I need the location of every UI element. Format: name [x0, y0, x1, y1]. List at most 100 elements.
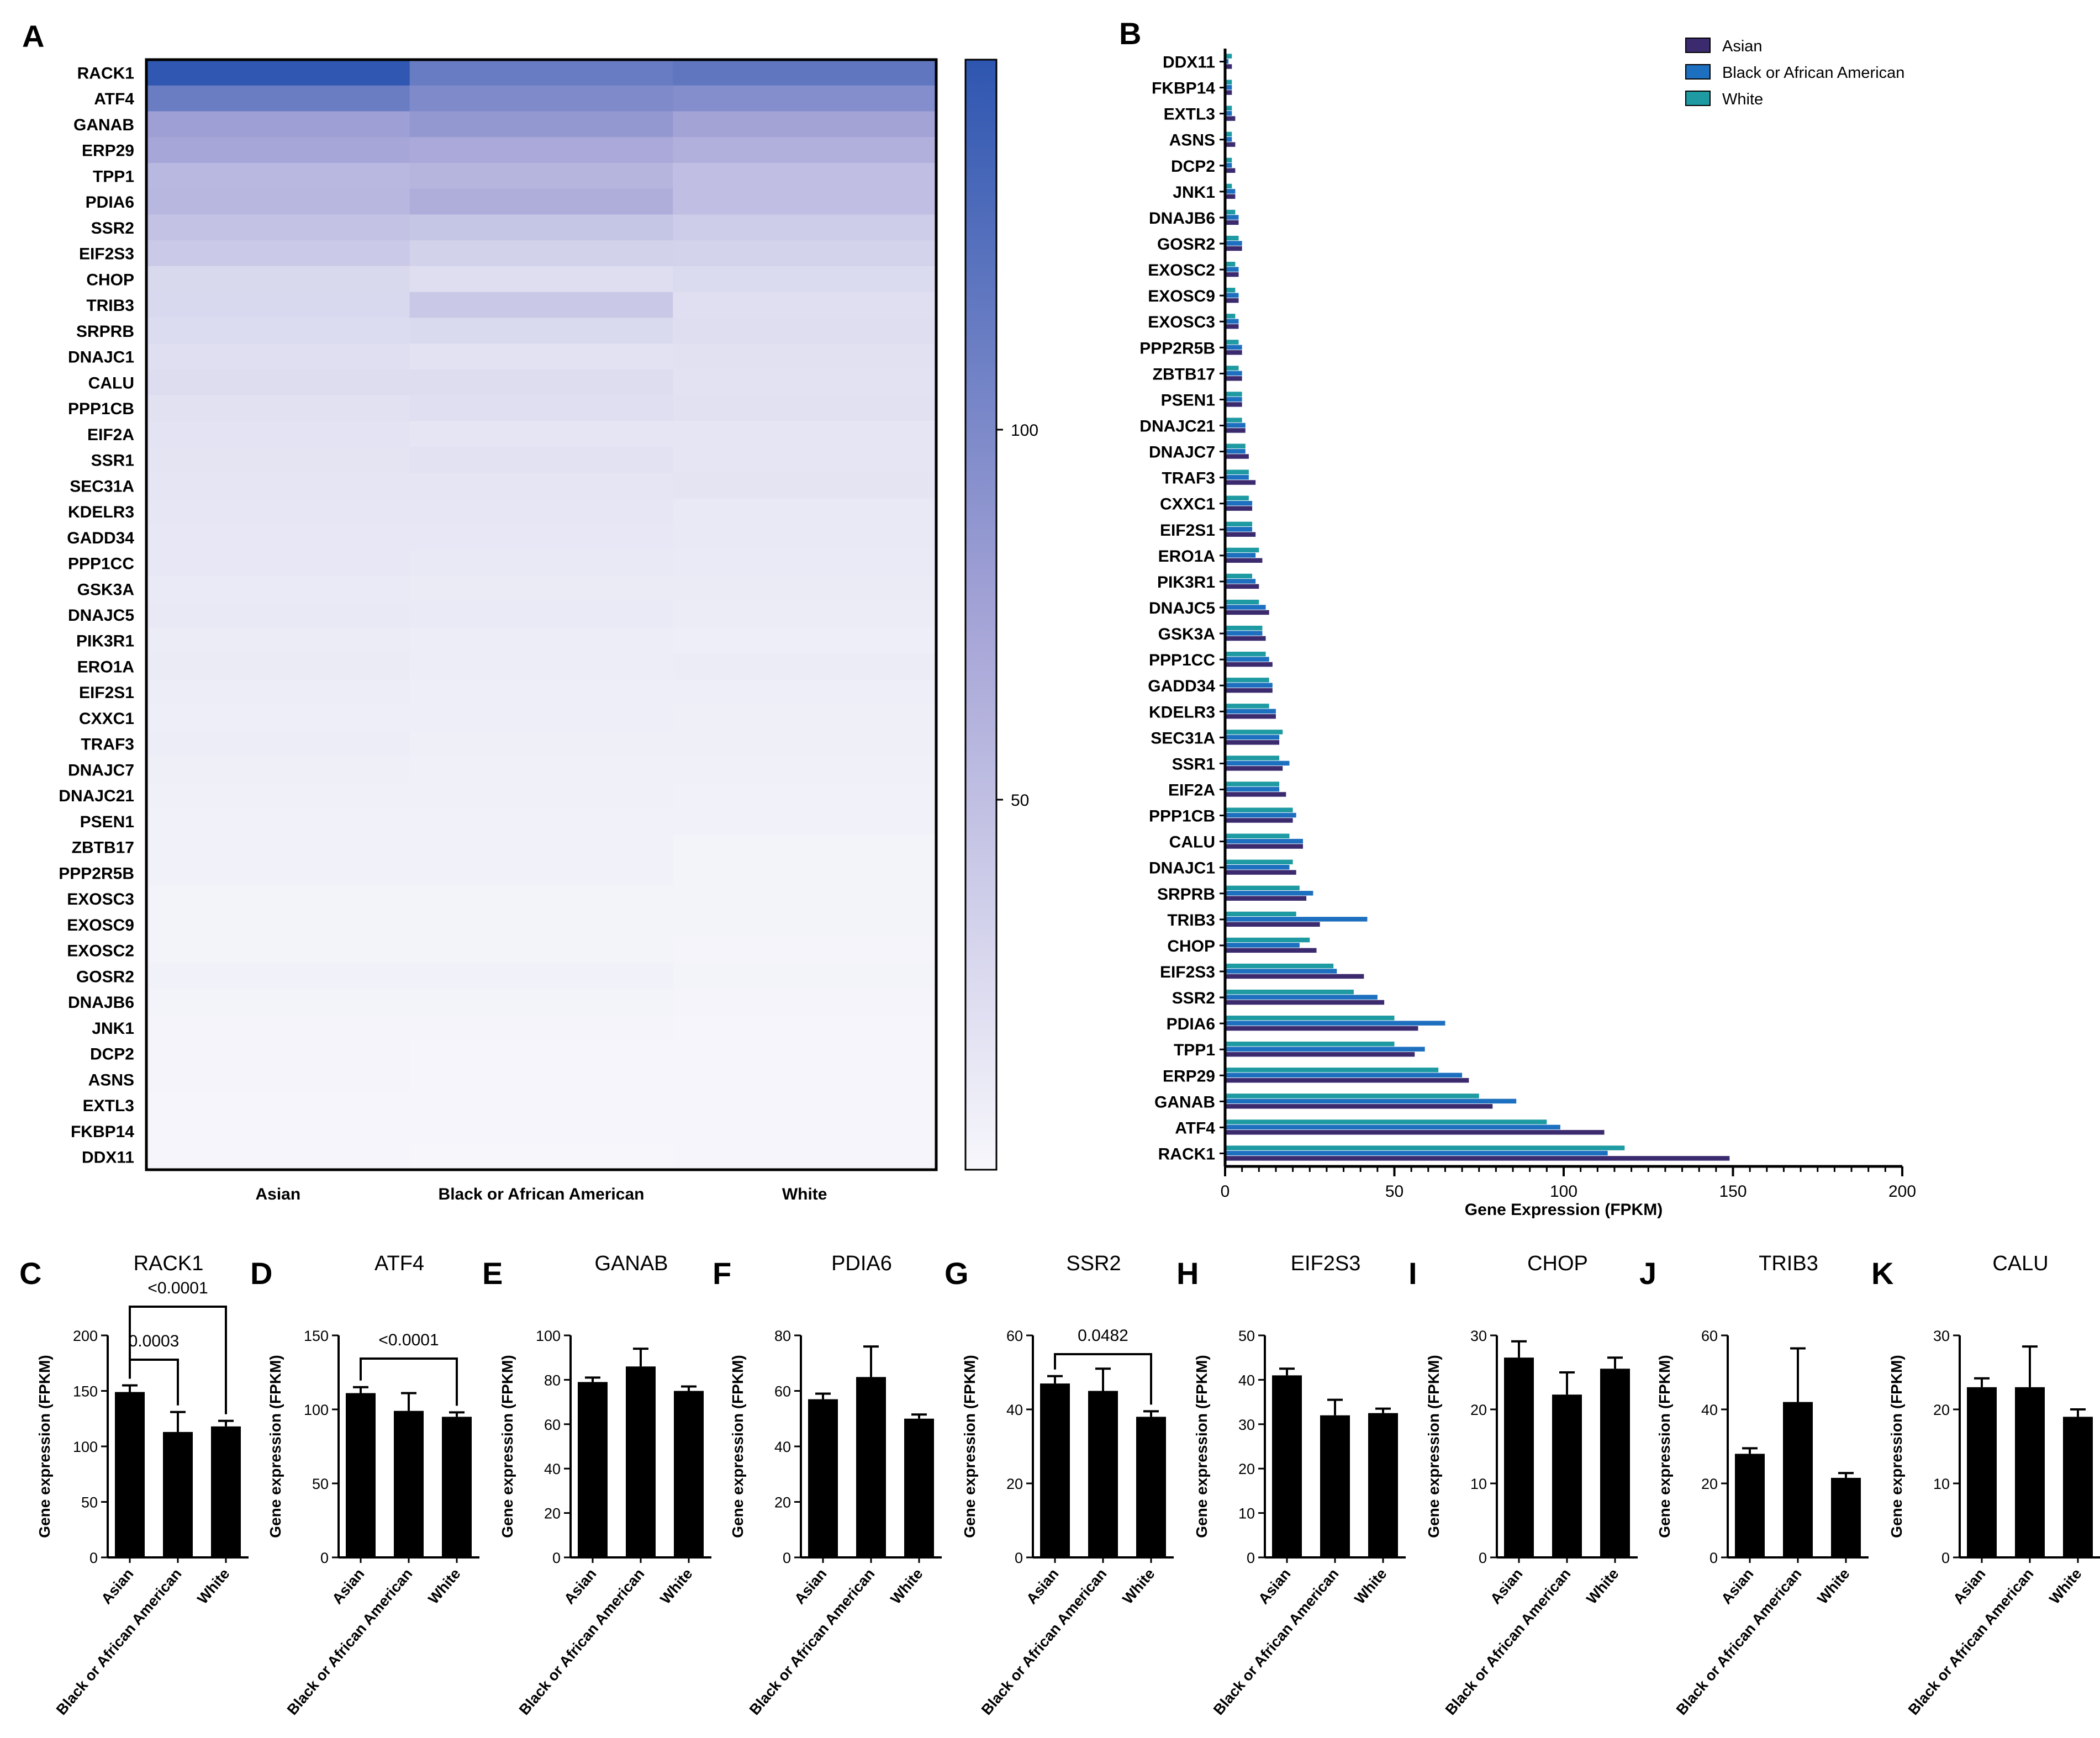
heatmap-cell — [146, 162, 410, 189]
p-value-label: 0.0003 — [129, 1332, 180, 1350]
bar-asian — [1225, 974, 1364, 979]
bar-white — [1225, 366, 1239, 371]
heatmap-row-label: PPP1CB — [68, 400, 134, 418]
bar-category-label: EXOSC3 — [1148, 313, 1215, 331]
bar-white — [1225, 547, 1259, 553]
bar-asian — [1225, 922, 1320, 927]
bar — [626, 1366, 656, 1557]
bar — [856, 1377, 886, 1557]
heatmap-cell — [673, 860, 937, 886]
bar-black — [1225, 760, 1290, 766]
y-axis-title: Gene expression (FPKM) — [267, 1355, 284, 1538]
heatmap-cell — [146, 1015, 410, 1041]
heatmap-cell — [673, 1092, 937, 1119]
heatmap-row-label: ERO1A — [77, 658, 134, 676]
bar-asian — [1225, 168, 1236, 173]
bar-category-label: DNAJC7 — [1149, 443, 1215, 462]
bar-category-label: EXTL3 — [1164, 105, 1215, 124]
x-tick-label: White — [425, 1566, 463, 1608]
bar-white — [1225, 833, 1290, 838]
panel-title: SSR2 — [1066, 1252, 1121, 1275]
heatmap-cell — [673, 318, 937, 344]
heatmap-cell — [146, 85, 410, 112]
heatmap-row-label: EXOSC9 — [67, 916, 134, 934]
bar-asian — [1225, 818, 1293, 823]
bar-black — [1225, 864, 1290, 870]
heatmap-row-label: TPP1 — [93, 167, 134, 186]
heatmap-cell — [409, 1144, 673, 1170]
panel-title: EIF2S3 — [1291, 1252, 1361, 1275]
heatmap-row-label: DNAJB6 — [68, 994, 134, 1012]
y-tick-label: 50 — [312, 1476, 329, 1492]
y-tick-label: 60 — [1006, 1328, 1023, 1344]
x-tick-label: White — [1351, 1566, 1390, 1608]
heatmap-row-label: DNAJC5 — [68, 606, 134, 625]
bar-black — [1225, 1047, 1425, 1052]
heatmap-row-label: PSEN1 — [80, 813, 134, 831]
heatmap-cell — [146, 885, 410, 912]
heatmap-cell — [146, 731, 410, 757]
heatmap-cell — [146, 447, 410, 473]
heatmap-cell — [673, 60, 937, 86]
x-tick-label: Asian — [1950, 1566, 1988, 1608]
bar-asian — [1225, 1104, 1493, 1109]
bar — [904, 1418, 934, 1557]
heatmap-cell — [673, 782, 937, 809]
y-tick-label: 20 — [1238, 1461, 1255, 1477]
bar-asian — [1225, 272, 1239, 277]
bar-category-label: DNAJC5 — [1149, 599, 1215, 617]
bar — [1136, 1417, 1166, 1557]
bar-white — [1225, 54, 1232, 59]
bar-white — [1225, 183, 1232, 189]
panel-f-bar-chart: F PDIA6 0 20 40 60 80 Gene expression (FPKM) Asi… — [713, 1252, 942, 1718]
x-tick-label: White — [2046, 1566, 2085, 1608]
bar-black — [1225, 969, 1337, 974]
bar-white — [1225, 443, 1246, 448]
heatmap-cell — [146, 318, 410, 344]
heatmap-cell — [146, 266, 410, 293]
significance-bracket — [1054, 1353, 1152, 1405]
bar-white — [1225, 235, 1239, 241]
bar-category-label: FKBP14 — [1152, 80, 1215, 98]
bar-black — [1225, 59, 1229, 64]
y-tick-label: 30 — [1238, 1417, 1255, 1433]
legend-label: Asian — [1722, 38, 1763, 55]
heatmap-cell — [409, 524, 673, 551]
heatmap-cell — [409, 111, 673, 138]
colorbar — [964, 59, 998, 1171]
heatmap-cell — [146, 963, 410, 990]
heatmap-cell — [673, 162, 937, 189]
heatmap-cell — [409, 937, 673, 964]
bar-asian — [1225, 350, 1242, 355]
bar-asian — [1225, 948, 1317, 953]
bar-category-label: PPP2R5B — [1139, 339, 1215, 357]
bar-category-label: EXOSC9 — [1148, 287, 1215, 305]
y-tick-label: 80 — [774, 1328, 791, 1344]
heatmap-row-label: PPP1CC — [68, 555, 134, 573]
y-tick-label: 0 — [783, 1550, 791, 1566]
y-tick-label: 40 — [1701, 1402, 1718, 1418]
y-axis-title: Gene expression (FPKM) — [729, 1355, 746, 1538]
y-tick-label: 100 — [536, 1328, 561, 1344]
heatmap-row-label: SSR2 — [91, 219, 134, 237]
bar — [1040, 1383, 1070, 1557]
heatmap-cell — [146, 705, 410, 731]
heatmap-cell — [409, 266, 673, 293]
y-axis-title: Gene expression (FPKM) — [961, 1355, 978, 1538]
heatmap-cell — [409, 447, 673, 473]
bar-category-label: CXXC1 — [1160, 495, 1215, 514]
p-value-label: <0.0001 — [147, 1279, 208, 1297]
heatmap-cell — [409, 137, 673, 163]
bar-category-label: EIF2S1 — [1160, 521, 1215, 540]
bar-white — [1225, 392, 1242, 397]
bar-white — [1225, 1068, 1439, 1073]
panel-label-d: D — [250, 1256, 272, 1291]
heatmap-cell — [673, 963, 937, 990]
bar-black — [1225, 943, 1300, 948]
heatmap-cell — [146, 627, 410, 654]
panel-title: ATF4 — [374, 1252, 424, 1275]
heatmap-cell — [673, 1144, 937, 1170]
x-tick-label: Asian — [1487, 1566, 1526, 1608]
heatmap-cell — [409, 731, 673, 757]
